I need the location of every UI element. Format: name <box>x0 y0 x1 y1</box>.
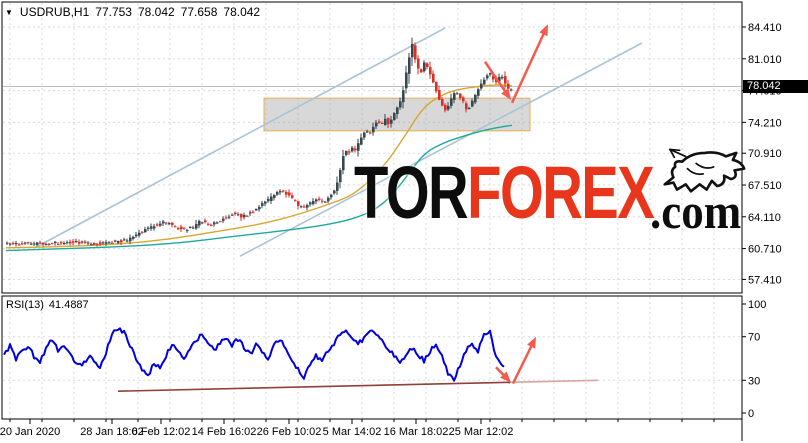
rsi-name: RSI(13) <box>6 299 44 311</box>
open-value: 77.753 <box>95 5 132 19</box>
svg-text:60.710: 60.710 <box>748 244 782 256</box>
svg-text:100: 100 <box>748 299 766 311</box>
svg-text:70.910: 70.910 <box>748 148 782 160</box>
grid-layer <box>3 3 741 418</box>
svg-text:28 Jan 18:02: 28 Jan 18:02 <box>80 426 144 438</box>
symbol-name: USDRUB,H1 <box>19 5 90 19</box>
moving-averages <box>5 84 513 252</box>
current-price-label: 78.042 <box>743 80 808 93</box>
svg-text:26 Feb 10:02: 26 Feb 10:02 <box>257 426 322 438</box>
watermark-com: .com <box>650 183 742 239</box>
rsi-value: 41.4887 <box>48 299 89 311</box>
svg-text:0: 0 <box>748 408 754 420</box>
rsi-trendline <box>117 379 599 392</box>
high-value: 78.042 <box>137 5 175 19</box>
svg-text:6 Feb 12:02: 6 Feb 12:02 <box>132 426 191 438</box>
panel-borders <box>1 1 743 441</box>
svg-text:57.410: 57.410 <box>748 274 782 286</box>
bull-logo-icon <box>663 148 746 193</box>
time-axis: 20 Jan 2020 28 Jan 18:026 Feb 12:02 14 Feb… <box>0 419 715 438</box>
svg-text:84.410: 84.410 <box>748 22 782 34</box>
svg-text:5 Mar 14:02: 5 Mar 14:02 <box>323 426 382 438</box>
forecast-arrows <box>483 24 548 104</box>
svg-text:67.510: 67.510 <box>748 180 782 192</box>
watermark-forex: FOREX <box>467 151 655 234</box>
svg-text:70: 70 <box>748 332 760 344</box>
watermark-wordmark: TORFOREX <box>354 156 655 230</box>
torforex-watermark: TORFOREX .com <box>354 148 764 239</box>
svg-text:16 Mar 18:02: 16 Mar 18:02 <box>384 426 449 438</box>
low-value: 77.658 <box>180 5 218 19</box>
channel-lines <box>34 27 643 257</box>
ohlc-header: ▼ USDRUB,H1 77.753 78.042 77.658 78.042 <box>5 5 260 19</box>
rsi-indicator-label: RSI(13) 41.4887 <box>6 299 89 311</box>
svg-text:25 Mar 12:02: 25 Mar 12:02 <box>449 426 514 438</box>
symbol-dropdown-icon[interactable]: ▼ <box>5 8 13 17</box>
svg-text:74.210: 74.210 <box>748 117 782 129</box>
rsi-arrows <box>495 336 536 385</box>
candles-layer <box>6 37 513 248</box>
rsi-layer <box>3 327 505 382</box>
svg-text:81.010: 81.010 <box>748 54 782 66</box>
svg-text:14 Feb 16:02: 14 Feb 16:02 <box>192 426 257 438</box>
svg-text:30: 30 <box>748 375 760 387</box>
close-value: 78.042 <box>223 5 261 19</box>
watermark-tor: TOR <box>354 151 469 234</box>
svg-text:20 Jan 2020: 20 Jan 2020 <box>0 426 60 438</box>
svg-text:64.110: 64.110 <box>748 212 781 224</box>
